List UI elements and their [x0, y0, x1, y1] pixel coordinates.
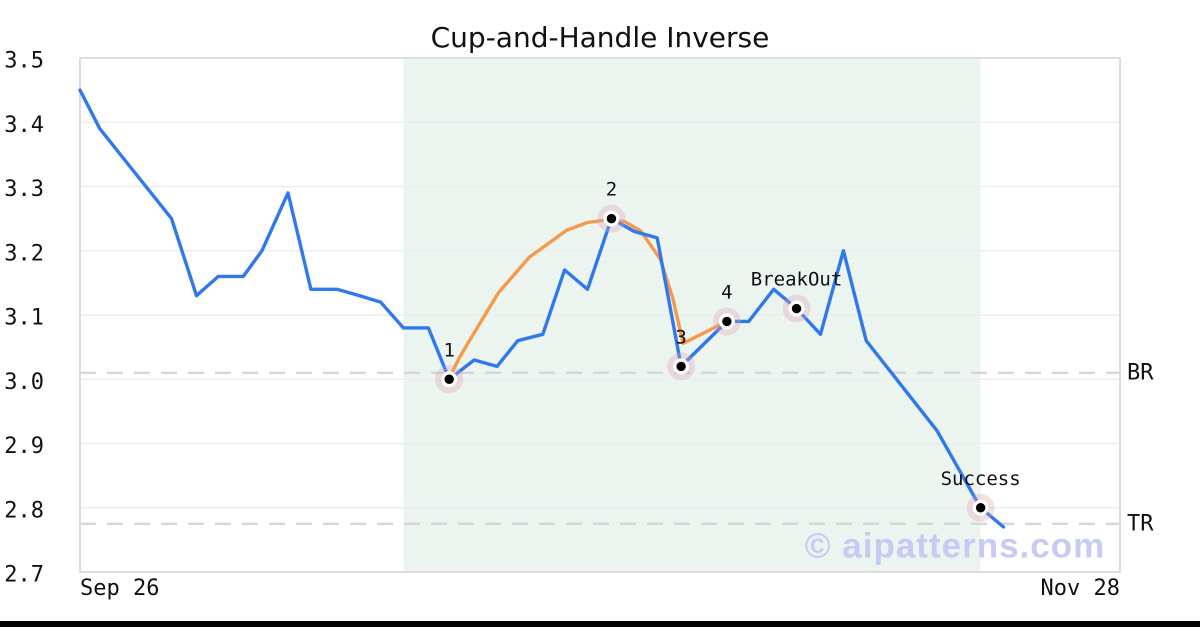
x-tick-start: Sep 26	[80, 576, 159, 601]
y-tick-3.1: 3.1	[4, 306, 44, 331]
marker-dot	[791, 303, 802, 314]
bottom-bar	[0, 621, 1200, 627]
annotation-2: 2	[606, 179, 617, 201]
y-tick-2.7: 2.7	[4, 563, 44, 588]
y-tick-3.3: 3.3	[4, 177, 44, 202]
annotation-4: 4	[721, 281, 732, 303]
y-tick-3.2: 3.2	[4, 241, 44, 266]
x-tick-end: Nov 28	[1041, 576, 1120, 601]
marker-dot	[676, 361, 686, 372]
y-tick-3.0: 3.0	[4, 370, 44, 395]
y-tick-2.8: 2.8	[4, 498, 44, 523]
marker-dot	[975, 503, 986, 513]
annotation-breakout: BreakOut	[751, 269, 843, 291]
marker-dot	[722, 316, 732, 327]
annotation-3: 3	[675, 326, 686, 348]
annotation-success: Success	[941, 468, 1021, 490]
chart-title: Cup-and-Handle Inverse	[431, 21, 770, 54]
y-tick-3.4: 3.4	[4, 113, 44, 138]
marker-dot	[444, 374, 454, 384]
annotation-1: 1	[443, 339, 454, 361]
reference-label-tr: TR	[1127, 511, 1154, 536]
y-tick-3.5: 3.5	[4, 49, 44, 74]
reference-label-br: BR	[1127, 360, 1154, 385]
plot-frame	[79, 57, 1121, 573]
price-line	[78, 88, 1006, 529]
marker-dot	[606, 213, 617, 224]
y-tick-2.9: 2.9	[4, 434, 44, 459]
watermark: © aipatterns.com	[805, 527, 1105, 566]
